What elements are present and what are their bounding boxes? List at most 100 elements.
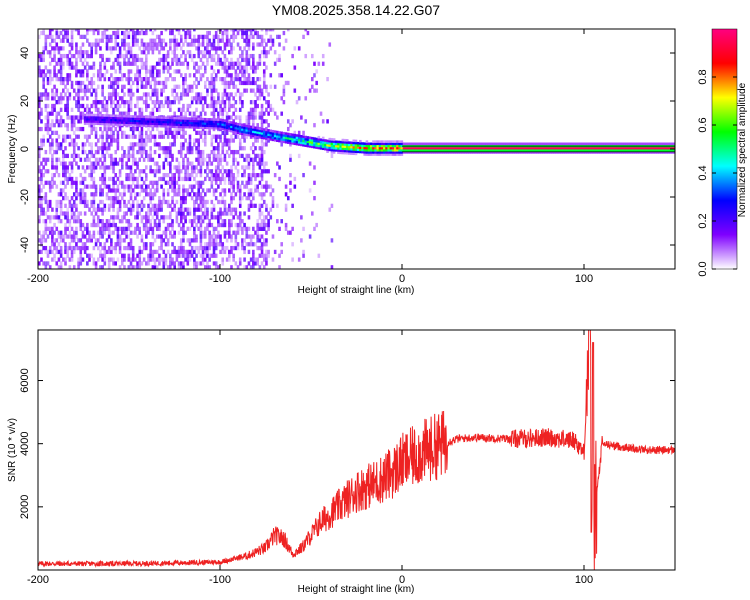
spectrogram-cell xyxy=(112,196,115,201)
spectrogram-ridge-cell xyxy=(590,149,594,152)
spectrogram-cell xyxy=(221,249,225,255)
spectrogram-cell xyxy=(140,65,144,70)
spectrogram-cell xyxy=(81,69,85,74)
spectrogram-cell xyxy=(254,92,257,97)
spectrogram-cell xyxy=(203,257,207,262)
spectrogram-cell xyxy=(92,176,96,182)
spectrogram-cell xyxy=(182,29,185,32)
spectrogram-cell xyxy=(40,249,43,255)
spectrogram-cell xyxy=(116,138,120,143)
spectrogram-cell xyxy=(193,192,196,197)
spectrogram-cell xyxy=(59,146,63,151)
spectrogram-cell xyxy=(79,115,83,120)
spectrogram-cell xyxy=(210,46,214,51)
spectrogram-cell xyxy=(79,261,83,266)
spectrogram-cell xyxy=(112,203,115,208)
spectrogram-cell xyxy=(81,196,85,201)
spectrogram-cell xyxy=(57,77,61,82)
spectrogram-cell xyxy=(160,38,163,43)
spectrogram-ridge-cell xyxy=(610,151,613,154)
spectrogram-cell xyxy=(190,53,194,59)
spectrogram-cell xyxy=(169,130,172,135)
spectrogram-cell xyxy=(136,57,139,63)
spectrogram-cell xyxy=(210,142,214,147)
spectrogram-ridge-cell xyxy=(383,142,386,146)
spectrogram-cell xyxy=(153,100,157,105)
spectrogram-cell xyxy=(193,80,196,86)
spectrogram-ridge-cell xyxy=(437,151,441,154)
spectrogram-cell xyxy=(247,234,251,239)
spectrogram-ridge-cell xyxy=(238,127,242,131)
spectrogram-cell xyxy=(230,234,233,239)
spectrogram-cell xyxy=(151,50,155,55)
spectrogram-cell xyxy=(55,115,59,120)
spectrogram-cell xyxy=(201,149,205,155)
spectrogram-cell xyxy=(166,153,170,159)
spectrogram-cell xyxy=(273,84,277,89)
spectrogram-cell xyxy=(177,29,181,32)
spectrogram-cell xyxy=(171,196,174,201)
spectrogram-ridge-cell xyxy=(636,149,639,152)
spectrogram-cell xyxy=(70,249,74,255)
spectrogram-cell xyxy=(145,96,148,101)
spectrogram-cell xyxy=(96,111,100,116)
spectrogram-ridge-cell xyxy=(330,148,334,152)
spectrogram-ridge-cell xyxy=(439,149,443,152)
spectrogram-ridge-cell xyxy=(182,125,185,129)
spectrogram-cell xyxy=(138,111,142,116)
spectrogram-cell xyxy=(221,242,225,247)
spectrogram-cell xyxy=(142,222,146,228)
spectrogram-cell xyxy=(51,238,54,243)
spectrogram-cell xyxy=(96,215,100,220)
spectrogram-cell xyxy=(155,142,159,147)
spectrogram-cell xyxy=(164,242,168,247)
spectrogram-ridge-cell xyxy=(330,151,334,154)
spectrogram-cell xyxy=(103,157,107,162)
spectrogram-ridge-cell xyxy=(498,151,502,154)
spectrogram-ridge-cell xyxy=(140,119,144,123)
spectrogram-cell xyxy=(55,61,59,66)
spectrogram-cell xyxy=(278,34,281,39)
spectrogram-cell xyxy=(247,226,251,231)
spectrogram-ridge-cell xyxy=(669,149,672,152)
spectrogram-cell xyxy=(245,180,249,185)
spectrogram-ridge-cell xyxy=(214,120,218,124)
spectrogram-cell xyxy=(289,153,292,159)
spectrogram-ridge-cell xyxy=(210,120,214,123)
spectrogram-cell xyxy=(149,69,152,74)
spectrogram-cell xyxy=(221,188,225,193)
spectrogram-cell xyxy=(201,257,205,262)
spectrogram-ridge-cell xyxy=(616,151,620,154)
spectrogram-cell xyxy=(249,234,253,239)
spectrogram-cell xyxy=(214,242,218,247)
spectrogram-cell xyxy=(68,65,72,70)
spectrogram-cell xyxy=(225,84,229,89)
spectrogram-cell xyxy=(129,261,133,266)
spectrogram-cell xyxy=(238,61,242,66)
spectrogram-cell xyxy=(145,103,148,109)
spectrogram-ridge-cell xyxy=(182,119,185,122)
spectrogram-cell xyxy=(101,146,104,151)
spectrogram-cell xyxy=(199,42,203,47)
spectrogram-cell xyxy=(66,53,69,59)
spectrogram-ridge-cell xyxy=(459,142,463,146)
spectrogram-cell xyxy=(188,34,192,39)
spectrogram-cell xyxy=(129,176,133,182)
spectrogram-cell xyxy=(262,61,266,66)
spectrogram-cell xyxy=(197,169,201,174)
spectrogram-cell xyxy=(190,38,194,43)
spectrogram-ridge-cell xyxy=(241,123,244,127)
spectrogram-cell xyxy=(214,180,218,185)
spectrogram-ridge-cell xyxy=(629,146,633,150)
spectrogram-cell xyxy=(55,184,59,189)
spectrogram-cell xyxy=(64,230,67,235)
spectrogram-cell xyxy=(254,261,257,266)
spectrogram-cell xyxy=(256,226,259,231)
spectrogram-ridge-cell xyxy=(603,142,607,146)
spectrogram-cell xyxy=(57,242,61,247)
spectrogram-cell xyxy=(179,242,183,247)
spectrogram-cell xyxy=(249,29,253,32)
spectrogram-ridge-cell xyxy=(319,140,323,144)
spectrogram-cell xyxy=(199,203,203,208)
spectrogram-cell xyxy=(116,92,120,97)
